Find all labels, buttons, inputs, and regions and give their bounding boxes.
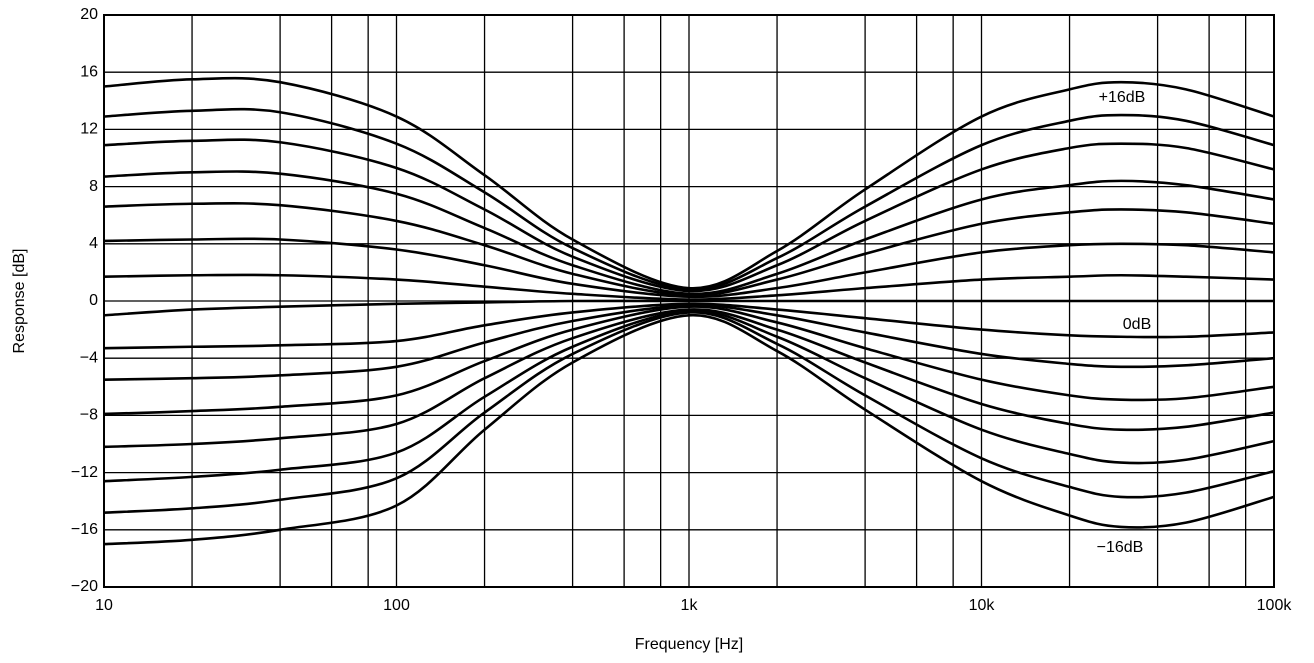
response-curve bbox=[103, 273, 1275, 301]
y-tick-label: −8 bbox=[80, 407, 98, 424]
response-curve bbox=[103, 138, 1275, 293]
y-axis-label: Response [dB] bbox=[11, 249, 28, 354]
y-tick-label: −12 bbox=[71, 464, 98, 481]
response-curve bbox=[103, 313, 1275, 546]
response-curve bbox=[103, 107, 1275, 291]
y-tick-label: −4 bbox=[80, 349, 98, 366]
y-tick-label: 12 bbox=[80, 121, 98, 138]
x-tick-label: 10 bbox=[95, 597, 113, 614]
response-curve bbox=[103, 302, 1275, 350]
x-tick-label: 100 bbox=[383, 597, 410, 614]
y-tick-label: −16 bbox=[71, 521, 98, 538]
x-tick-label: 10k bbox=[969, 597, 996, 614]
response-curve bbox=[103, 308, 1275, 449]
curve-annotation: −16dB bbox=[1097, 539, 1144, 556]
x-tick-label: 1k bbox=[681, 597, 699, 614]
y-tick-label: 20 bbox=[80, 6, 98, 23]
response-curve bbox=[103, 311, 1275, 514]
y-tick-label: −20 bbox=[71, 578, 98, 595]
y-tick-label: 16 bbox=[80, 63, 98, 80]
curve-annotation: 0dB bbox=[1123, 316, 1151, 333]
response-curve bbox=[103, 299, 1274, 317]
x-tick-label: 100k bbox=[1257, 597, 1293, 614]
response-curve bbox=[103, 309, 1275, 483]
response-curve bbox=[103, 170, 1275, 296]
y-tick-label: 0 bbox=[89, 292, 98, 309]
x-axis-label: Frequency [Hz] bbox=[635, 636, 743, 653]
y-tick-label: 4 bbox=[89, 235, 98, 252]
response-curve bbox=[103, 303, 1275, 381]
response-curve bbox=[103, 202, 1275, 297]
response-curve bbox=[103, 237, 1275, 299]
y-tick-label: 8 bbox=[89, 178, 98, 195]
curve-annotation: +16dB bbox=[1099, 89, 1146, 106]
response-curve bbox=[103, 305, 1275, 416]
response-curve bbox=[103, 76, 1275, 290]
